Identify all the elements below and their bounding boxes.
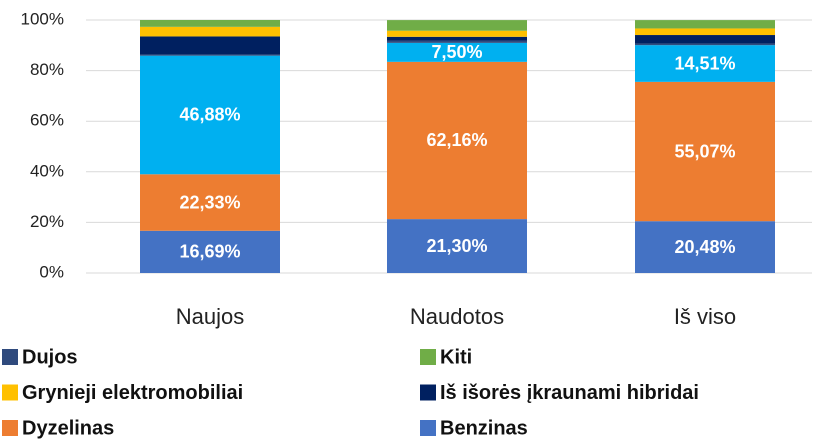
legend-swatch xyxy=(2,349,18,365)
y-tick-label: 100% xyxy=(21,9,64,28)
data-label: 21,30% xyxy=(426,236,487,256)
y-tick-label: 40% xyxy=(30,161,64,180)
bar-segment xyxy=(140,230,280,273)
x-tick-label: Naudotos xyxy=(410,304,504,329)
data-label: 16,69% xyxy=(179,242,240,262)
bar-segment xyxy=(140,26,280,37)
data-label: 46,88% xyxy=(179,105,240,125)
legend-label: Iš išorės įkraunami hibridai xyxy=(440,382,699,404)
legend-swatch xyxy=(420,384,436,401)
data-label: 7,50% xyxy=(431,42,482,62)
bar-segment xyxy=(387,219,527,273)
legend-label: Dujos xyxy=(22,346,78,368)
bar-segment xyxy=(140,54,280,56)
legend-label: Kiti xyxy=(440,346,472,368)
data-label: 14,51% xyxy=(674,53,735,73)
legend-swatch xyxy=(420,349,436,365)
bar-segment xyxy=(635,43,775,46)
bar-segment xyxy=(387,42,527,62)
bar-segment xyxy=(387,30,527,37)
bar-segment xyxy=(635,221,775,273)
bar-segment xyxy=(635,35,775,44)
bar-segment xyxy=(635,20,775,29)
y-tick-label: 80% xyxy=(30,60,64,79)
legend-swatch xyxy=(2,384,18,401)
legend-label: Grynieji elektromobiliai xyxy=(22,382,243,404)
legend-swatch xyxy=(420,420,436,436)
bar-segment xyxy=(140,20,280,27)
bar-segment xyxy=(140,55,280,175)
data-label: 20,48% xyxy=(674,237,735,257)
bar-segment xyxy=(635,28,775,36)
y-tick-label: 20% xyxy=(30,212,64,231)
x-tick-label: Iš viso xyxy=(674,304,736,329)
bar-segment xyxy=(387,40,527,43)
bar-segment xyxy=(387,36,527,41)
legend-label: Benzinas xyxy=(440,417,528,439)
data-label: 22,33% xyxy=(179,192,240,212)
y-tick-label: 60% xyxy=(30,111,64,130)
legend-label: Dyzelinas xyxy=(22,417,114,439)
bar-segment xyxy=(140,36,280,55)
legend-swatch xyxy=(2,420,18,436)
data-label: 62,16% xyxy=(426,130,487,150)
y-tick-label: 0% xyxy=(39,262,64,281)
x-tick-label: Naujos xyxy=(176,304,244,329)
bar-segment xyxy=(387,61,527,220)
bar-segment xyxy=(387,20,527,31)
bar-segment xyxy=(140,174,280,231)
bar-segment xyxy=(635,81,775,222)
bar-segment xyxy=(635,45,775,82)
data-label: 55,07% xyxy=(674,141,735,161)
